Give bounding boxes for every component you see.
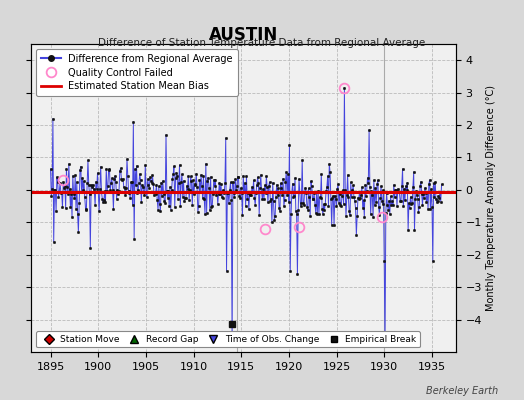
Text: Difference of Station Temperature Data from Regional Average: Difference of Station Temperature Data f… [99, 38, 425, 48]
Y-axis label: Monthly Temperature Anomaly Difference (°C): Monthly Temperature Anomaly Difference (… [486, 85, 496, 311]
Legend: Station Move, Record Gap, Time of Obs. Change, Empirical Break: Station Move, Record Gap, Time of Obs. C… [36, 331, 420, 348]
Title: AUSTIN: AUSTIN [209, 26, 278, 44]
Text: Berkeley Earth: Berkeley Earth [425, 386, 498, 396]
